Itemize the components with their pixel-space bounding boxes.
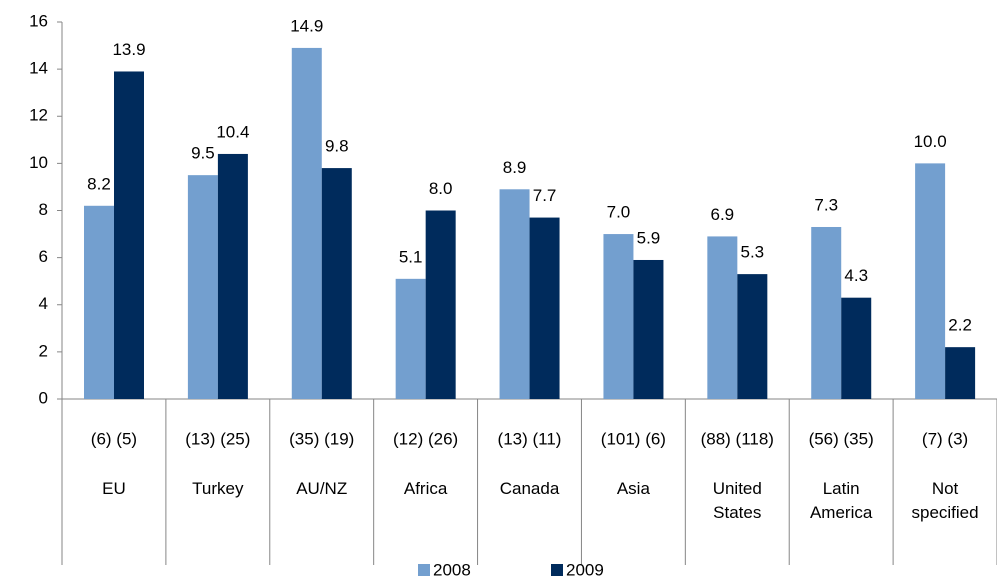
bar	[499, 189, 530, 399]
bar	[811, 226, 842, 399]
bar	[529, 217, 560, 399]
count-label: (88) (118)	[701, 429, 774, 448]
count-label: (13) (11)	[498, 429, 562, 448]
count-label: (6) (5)	[91, 429, 137, 448]
data-label: 7.3	[814, 195, 838, 214]
data-label: 5.9	[637, 228, 661, 247]
bar	[395, 278, 426, 399]
y-tick-label: 4	[39, 294, 48, 313]
bar	[841, 297, 872, 399]
bar	[945, 347, 976, 399]
data-label: 7.0	[607, 203, 631, 222]
legend-swatch	[418, 564, 430, 576]
data-label: 8.2	[87, 174, 111, 193]
data-label: 9.8	[325, 137, 349, 156]
y-tick-label: 14	[29, 59, 48, 78]
data-label: 4.3	[844, 266, 868, 285]
count-label: (12) (26)	[393, 429, 458, 448]
count-label: (35) (19)	[289, 429, 354, 448]
legend-label: 2008	[433, 560, 471, 579]
bar	[321, 168, 352, 399]
x-tick-label: Asia	[616, 479, 650, 498]
bar	[707, 236, 738, 399]
data-label: 2.2	[948, 316, 972, 335]
bar	[187, 175, 218, 399]
data-label: 13.9	[112, 40, 145, 59]
x-tick-label: Canada	[499, 479, 560, 498]
data-label: 10.4	[216, 122, 249, 141]
bar	[915, 163, 946, 399]
data-label: 9.5	[191, 144, 215, 163]
y-tick-label: 12	[29, 106, 48, 125]
data-label: 5.1	[399, 247, 423, 266]
y-tick-label: 10	[29, 153, 48, 172]
legend-swatch	[551, 564, 563, 576]
x-tick-label: United States	[712, 479, 762, 522]
count-label: (101) (6)	[601, 429, 666, 448]
y-tick-label: 2	[39, 341, 48, 360]
bar	[114, 71, 144, 399]
x-tick-label: Latin America	[809, 479, 873, 522]
data-label: 7.7	[533, 186, 557, 205]
data-label: 6.9	[711, 205, 735, 224]
y-tick-label: 6	[39, 247, 48, 266]
x-tick-label: Turkey	[192, 479, 244, 498]
count-label: (13) (25)	[185, 429, 250, 448]
x-tick-label: Not specified	[911, 479, 979, 522]
bar	[84, 205, 114, 399]
x-tick-label: EU	[102, 479, 126, 498]
y-tick-label: 16	[29, 11, 48, 30]
bar	[633, 259, 664, 399]
bar	[737, 274, 768, 399]
count-label: (7) (3)	[922, 429, 968, 448]
data-label: 8.0	[429, 179, 453, 198]
data-label: 5.3	[741, 243, 765, 262]
x-tick-label: AU/NZ	[296, 479, 348, 498]
legend-label: 2009	[566, 560, 604, 579]
x-tick-label: Africa	[403, 479, 448, 498]
bar	[425, 210, 456, 399]
y-tick-label: 0	[39, 388, 48, 407]
data-label: 8.9	[503, 158, 527, 177]
bar	[291, 47, 322, 399]
data-label: 14.9	[290, 16, 323, 35]
bar	[603, 234, 634, 399]
y-tick-label: 8	[39, 200, 48, 219]
data-label: 10.0	[914, 132, 947, 151]
bar	[217, 153, 248, 399]
count-label: (56) (35)	[809, 429, 874, 448]
